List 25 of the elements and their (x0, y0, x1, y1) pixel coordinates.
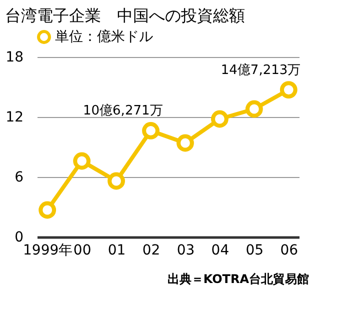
x-tick-label: 1999年 (23, 242, 73, 258)
x-tick-label: 06 (280, 242, 298, 258)
point (176, 134, 194, 152)
x-tick-label: 04 (211, 242, 230, 258)
point (245, 100, 263, 118)
x-tick-label: 05 (246, 242, 264, 258)
annotation: 14億7,213万 (220, 62, 301, 78)
x-tick-label: 03 (176, 242, 195, 258)
point (280, 81, 298, 98)
annotation: 10億6,271万 (83, 104, 163, 119)
y-tick-label: 6 (14, 170, 24, 186)
x-tick-label: 01 (108, 242, 126, 258)
chart-title: 台湾電子企業 中国への投資総額 (5, 6, 246, 25)
point (108, 172, 125, 190)
point (38, 201, 56, 219)
source-note: 出典＝KOTRA台北貿易館 (167, 272, 309, 286)
point (73, 152, 91, 170)
x-tick-label: 00 (73, 242, 92, 258)
point (142, 122, 160, 140)
y-tick-label: 12 (6, 110, 24, 126)
y-tick-label: 0 (14, 230, 24, 246)
legend-label: 単位：億米ドル (55, 29, 153, 45)
y-tick-label: 18 (6, 50, 24, 66)
point (211, 110, 228, 128)
x-tick-label: 02 (142, 242, 160, 258)
